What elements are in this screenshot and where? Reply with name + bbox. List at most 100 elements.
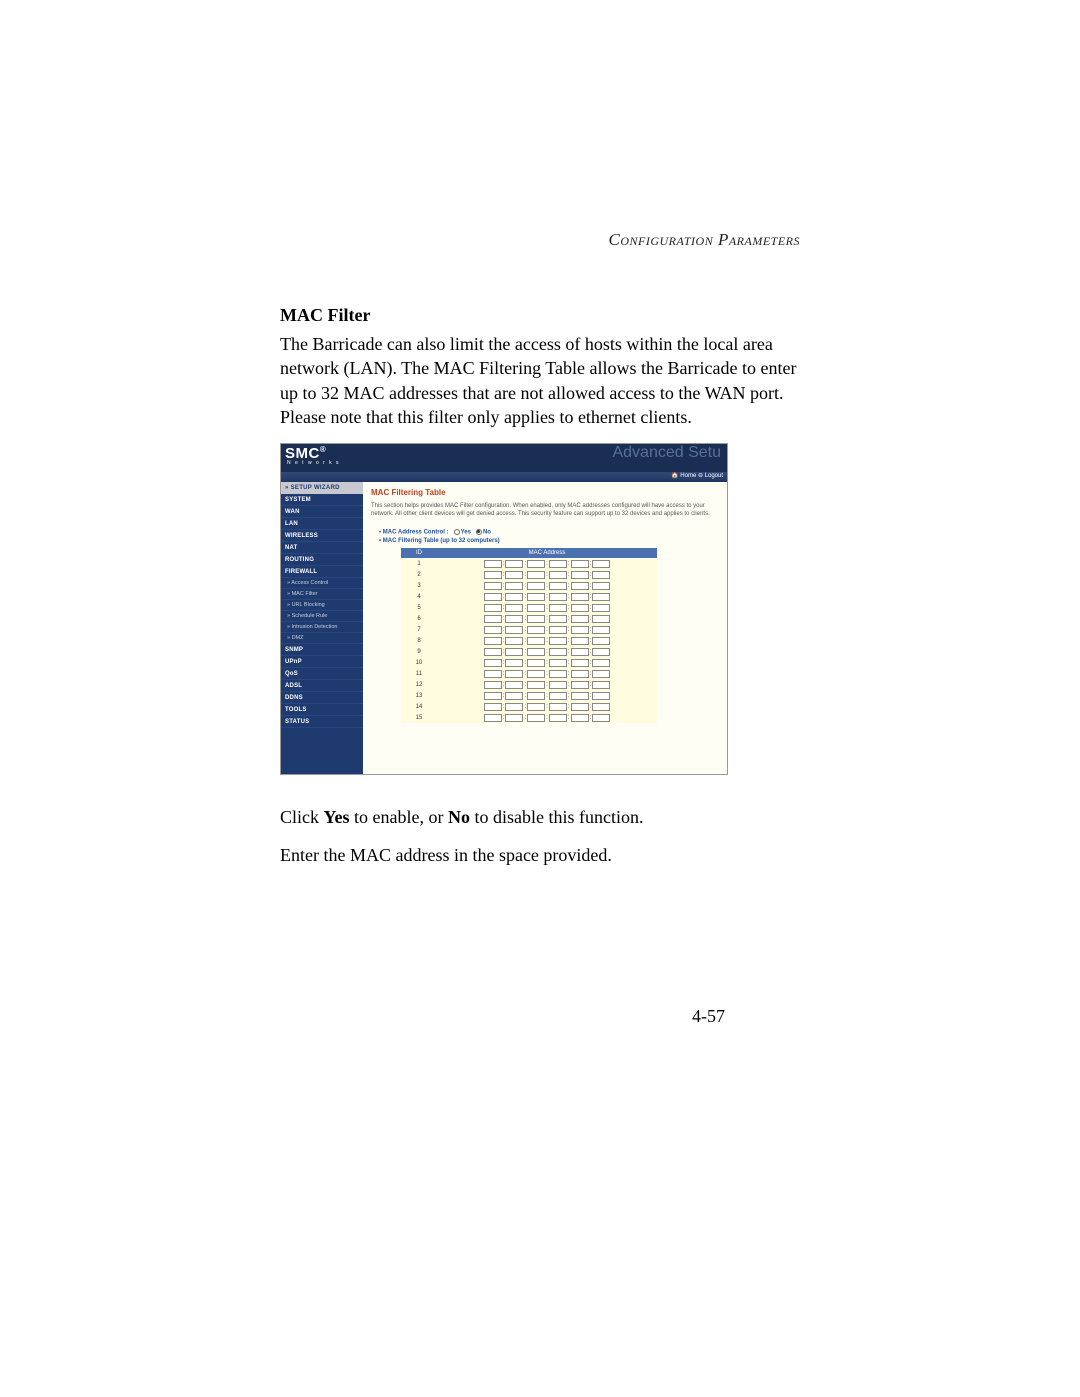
mac-octet-input[interactable] — [484, 670, 502, 678]
sidebar-item-system[interactable]: SYSTEM — [281, 494, 363, 506]
mac-octet-input[interactable] — [571, 692, 589, 700]
mac-octet-input[interactable] — [527, 637, 545, 645]
mac-octet-input[interactable] — [505, 670, 523, 678]
mac-octet-input[interactable] — [549, 615, 567, 623]
mac-octet-input[interactable] — [571, 615, 589, 623]
mac-octet-input[interactable] — [549, 648, 567, 656]
mac-octet-input[interactable] — [592, 604, 610, 612]
mac-octet-input[interactable] — [571, 582, 589, 590]
sidebar-sub-dmz[interactable]: » DMZ — [281, 633, 363, 644]
sidebar-sub-intrusion[interactable]: » Intrusion Detection — [281, 622, 363, 633]
sidebar-item-nat[interactable]: NAT — [281, 542, 363, 554]
mac-octet-input[interactable] — [527, 604, 545, 612]
mac-octet-input[interactable] — [527, 648, 545, 656]
mac-octet-input[interactable] — [592, 714, 610, 722]
mac-octet-input[interactable] — [484, 582, 502, 590]
mac-octet-input[interactable] — [505, 626, 523, 634]
mac-octet-input[interactable] — [592, 637, 610, 645]
mac-octet-input[interactable] — [505, 692, 523, 700]
sidebar-sub-macfilter[interactable]: » MAC Filter — [281, 589, 363, 600]
home-logout[interactable]: 🏠 Home ⊖ Logout — [671, 472, 723, 479]
mac-octet-input[interactable] — [527, 571, 545, 579]
mac-octet-input[interactable] — [527, 560, 545, 568]
mac-octet-input[interactable] — [549, 670, 567, 678]
sidebar-sub-access[interactable]: » Access Control — [281, 578, 363, 589]
mac-octet-input[interactable] — [527, 626, 545, 634]
mac-octet-input[interactable] — [549, 703, 567, 711]
mac-octet-input[interactable] — [527, 703, 545, 711]
mac-octet-input[interactable] — [592, 692, 610, 700]
mac-octet-input[interactable] — [484, 604, 502, 612]
mac-octet-input[interactable] — [505, 560, 523, 568]
mac-octet-input[interactable] — [592, 670, 610, 678]
mac-octet-input[interactable] — [571, 648, 589, 656]
sidebar-item-snmp[interactable]: SNMP — [281, 644, 363, 656]
mac-octet-input[interactable] — [549, 637, 567, 645]
mac-octet-input[interactable] — [484, 648, 502, 656]
mac-octet-input[interactable] — [592, 615, 610, 623]
mac-octet-input[interactable] — [484, 659, 502, 667]
mac-octet-input[interactable] — [484, 571, 502, 579]
mac-octet-input[interactable] — [484, 637, 502, 645]
mac-octet-input[interactable] — [549, 593, 567, 601]
sidebar-item-status[interactable]: STATUS — [281, 716, 363, 728]
mac-octet-input[interactable] — [592, 681, 610, 689]
mac-octet-input[interactable] — [527, 681, 545, 689]
mac-octet-input[interactable] — [484, 593, 502, 601]
mac-octet-input[interactable] — [484, 626, 502, 634]
sidebar-item-wan[interactable]: WAN — [281, 506, 363, 518]
mac-octet-input[interactable] — [571, 560, 589, 568]
sidebar-item-lan[interactable]: LAN — [281, 518, 363, 530]
mac-octet-input[interactable] — [484, 615, 502, 623]
mac-octet-input[interactable] — [571, 637, 589, 645]
mac-octet-input[interactable] — [592, 648, 610, 656]
mac-octet-input[interactable] — [592, 560, 610, 568]
mac-octet-input[interactable] — [484, 681, 502, 689]
radio-yes[interactable] — [454, 529, 460, 535]
mac-octet-input[interactable] — [505, 615, 523, 623]
sidebar-sub-urlblock[interactable]: » URL Blocking — [281, 600, 363, 611]
mac-octet-input[interactable] — [505, 681, 523, 689]
mac-octet-input[interactable] — [592, 593, 610, 601]
sidebar-item-routing[interactable]: ROUTING — [281, 554, 363, 566]
mac-octet-input[interactable] — [484, 703, 502, 711]
sidebar-setup-wizard[interactable]: » SETUP WIZARD — [281, 482, 363, 494]
mac-octet-input[interactable] — [505, 593, 523, 601]
mac-octet-input[interactable] — [527, 582, 545, 590]
mac-octet-input[interactable] — [549, 604, 567, 612]
mac-octet-input[interactable] — [571, 703, 589, 711]
mac-octet-input[interactable] — [571, 670, 589, 678]
mac-octet-input[interactable] — [571, 681, 589, 689]
radio-no[interactable] — [476, 529, 482, 535]
mac-octet-input[interactable] — [527, 659, 545, 667]
mac-octet-input[interactable] — [505, 571, 523, 579]
mac-octet-input[interactable] — [527, 615, 545, 623]
mac-octet-input[interactable] — [571, 604, 589, 612]
mac-octet-input[interactable] — [484, 560, 502, 568]
sidebar-item-upnp[interactable]: UPnP — [281, 656, 363, 668]
sidebar-item-tools[interactable]: TOOLS — [281, 704, 363, 716]
mac-octet-input[interactable] — [571, 659, 589, 667]
sidebar-item-adsl[interactable]: ADSL — [281, 680, 363, 692]
mac-octet-input[interactable] — [505, 703, 523, 711]
sidebar-item-wireless[interactable]: WIRELESS — [281, 530, 363, 542]
sidebar-sub-schedule[interactable]: » Schedule Rule — [281, 611, 363, 622]
mac-octet-input[interactable] — [505, 648, 523, 656]
mac-octet-input[interactable] — [571, 626, 589, 634]
mac-octet-input[interactable] — [592, 582, 610, 590]
mac-octet-input[interactable] — [592, 571, 610, 579]
mac-octet-input[interactable] — [592, 626, 610, 634]
mac-octet-input[interactable] — [549, 681, 567, 689]
mac-octet-input[interactable] — [549, 571, 567, 579]
mac-octet-input[interactable] — [571, 571, 589, 579]
mac-octet-input[interactable] — [505, 604, 523, 612]
mac-octet-input[interactable] — [527, 692, 545, 700]
mac-octet-input[interactable] — [549, 582, 567, 590]
mac-octet-input[interactable] — [571, 714, 589, 722]
mac-octet-input[interactable] — [505, 659, 523, 667]
mac-octet-input[interactable] — [484, 714, 502, 722]
mac-octet-input[interactable] — [549, 659, 567, 667]
mac-octet-input[interactable] — [527, 593, 545, 601]
sidebar-item-qos[interactable]: QoS — [281, 668, 363, 680]
mac-octet-input[interactable] — [549, 560, 567, 568]
